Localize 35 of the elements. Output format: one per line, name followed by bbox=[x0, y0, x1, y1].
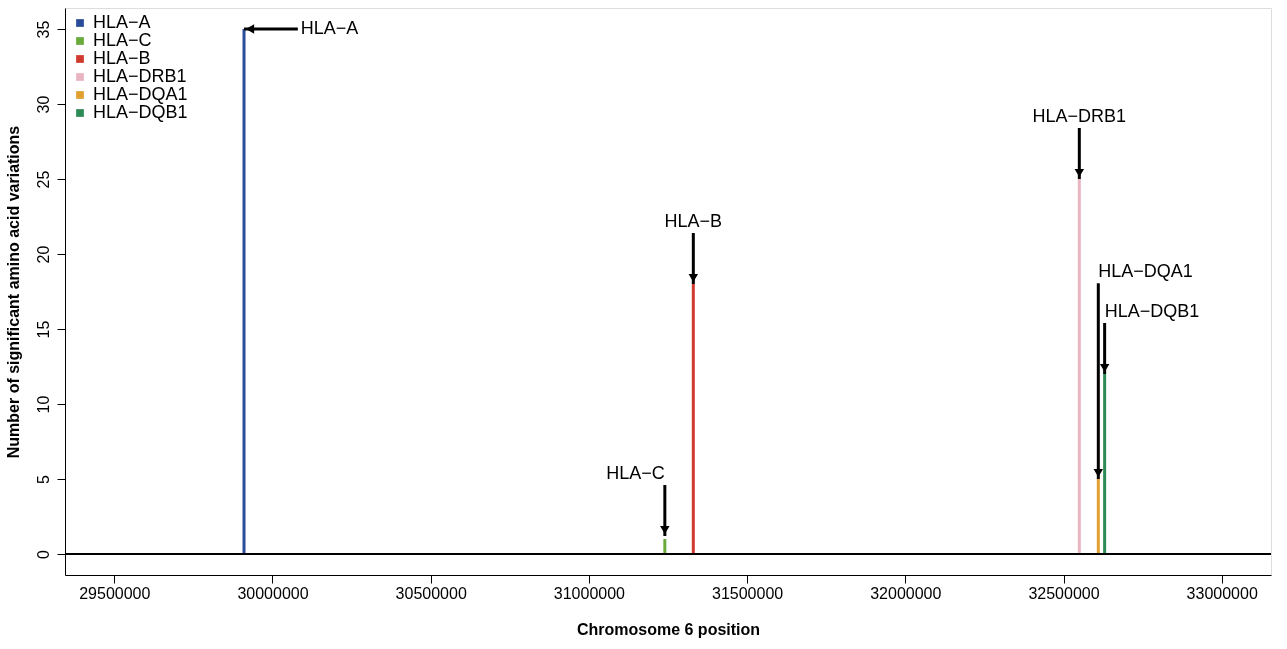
y-tick-label: 30 bbox=[34, 95, 52, 114]
legend-label: HLA−C bbox=[93, 30, 152, 50]
bar bbox=[1096, 479, 1100, 554]
annotation: HLA−B bbox=[664, 210, 723, 231]
bar bbox=[1077, 179, 1081, 554]
legend-label: HLA−A bbox=[93, 12, 151, 32]
annotation: HLA−C bbox=[606, 462, 665, 483]
x-tick-label: 30500000 bbox=[395, 584, 467, 602]
bar bbox=[1103, 374, 1107, 554]
x-tick-label: 29500000 bbox=[79, 584, 151, 602]
x-tick-label: 32500000 bbox=[1028, 584, 1100, 602]
x-tick-label: 31500000 bbox=[712, 584, 784, 602]
x-tick-label: 32000000 bbox=[870, 584, 942, 602]
annotation: HLA−A bbox=[300, 18, 359, 38]
bar bbox=[242, 29, 246, 554]
annotation: HLA−DQB1 bbox=[1104, 300, 1200, 321]
y-tick-label: 0 bbox=[34, 549, 52, 559]
y-tick-label: 5 bbox=[34, 474, 52, 484]
y-tick-label: 20 bbox=[34, 245, 52, 264]
y-axis-title: Number of significant amino acid variations bbox=[4, 125, 22, 459]
x-tick-label: 33000000 bbox=[1186, 584, 1258, 602]
legend-label: HLA−DQA1 bbox=[93, 84, 188, 104]
annotation: HLA−DRB1 bbox=[1032, 105, 1127, 126]
legend-label: HLA−DRB1 bbox=[93, 66, 187, 86]
y-tick-label: 25 bbox=[34, 170, 52, 189]
bar bbox=[663, 539, 667, 554]
x-axis-title: Chromosome 6 position bbox=[576, 620, 761, 638]
y-tick-label: 35 bbox=[34, 20, 52, 39]
x-tick-label: 31000000 bbox=[553, 584, 626, 602]
bar bbox=[691, 284, 695, 554]
legend-label: HLA−B bbox=[93, 48, 151, 68]
annotation: HLA−DQA1 bbox=[1098, 261, 1193, 282]
y-tick-label: 15 bbox=[34, 320, 52, 339]
y-tick-label: 10 bbox=[34, 395, 52, 414]
x-tick-label: 30000000 bbox=[237, 584, 309, 602]
